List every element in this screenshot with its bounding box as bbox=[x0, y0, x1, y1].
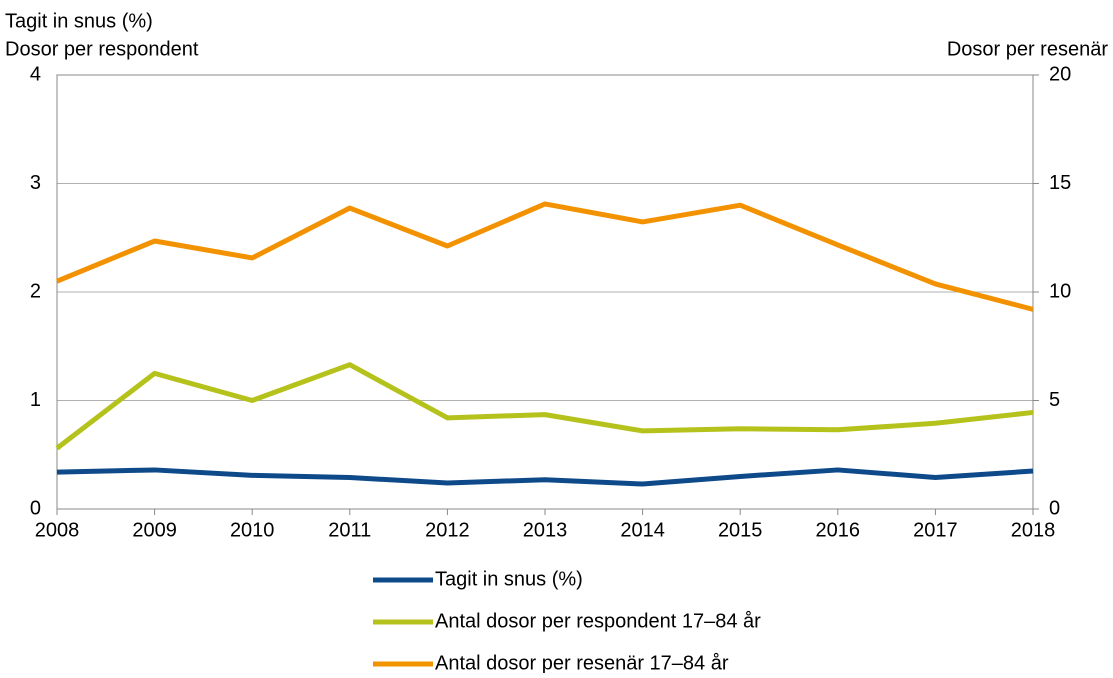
y-axis-title: Dosor per respondent bbox=[5, 38, 199, 60]
x-tick-label: 2010 bbox=[230, 519, 275, 541]
x-tick-label: 2018 bbox=[1011, 519, 1056, 541]
y2-tick-label: 10 bbox=[1049, 280, 1071, 302]
x-tick-label: 2013 bbox=[523, 519, 568, 541]
y-tick-label: 4 bbox=[30, 63, 41, 85]
legend-label: Antal dosor per respondent 17–84 år bbox=[435, 610, 761, 632]
y-tick-label: 0 bbox=[30, 497, 41, 519]
plot-border bbox=[56, 74, 1034, 510]
x-tick-label: 2008 bbox=[35, 519, 80, 541]
y-tick-label: 1 bbox=[30, 389, 41, 411]
y2-tick-label: 0 bbox=[1049, 497, 1060, 519]
y-axis-title: Tagit in snus (%) bbox=[5, 10, 153, 32]
series-line bbox=[56, 201, 1034, 312]
legend-label: Antal dosor per resenär 17–84 år bbox=[435, 652, 729, 673]
x-tick-label: 2014 bbox=[620, 519, 665, 541]
y2-axis-title: Dosor per resenär bbox=[947, 38, 1109, 60]
legend-label: Tagit in snus (%) bbox=[435, 568, 583, 590]
x-tick-label: 2009 bbox=[132, 519, 177, 541]
x-tick-label: 2015 bbox=[718, 519, 763, 541]
series-line bbox=[56, 467, 1034, 487]
series-line bbox=[55, 362, 1034, 451]
y-tick-label: 2 bbox=[30, 280, 41, 302]
y2-tick-label: 20 bbox=[1049, 63, 1071, 85]
x-tick-label: 2016 bbox=[816, 519, 861, 541]
x-tick-label: 2017 bbox=[913, 519, 958, 541]
y2-tick-label: 5 bbox=[1049, 389, 1060, 411]
y-tick-label: 3 bbox=[30, 172, 41, 194]
x-tick-label: 2011 bbox=[328, 519, 371, 541]
y2-tick-label: 15 bbox=[1049, 172, 1071, 194]
x-tick-label: 2012 bbox=[425, 519, 470, 541]
